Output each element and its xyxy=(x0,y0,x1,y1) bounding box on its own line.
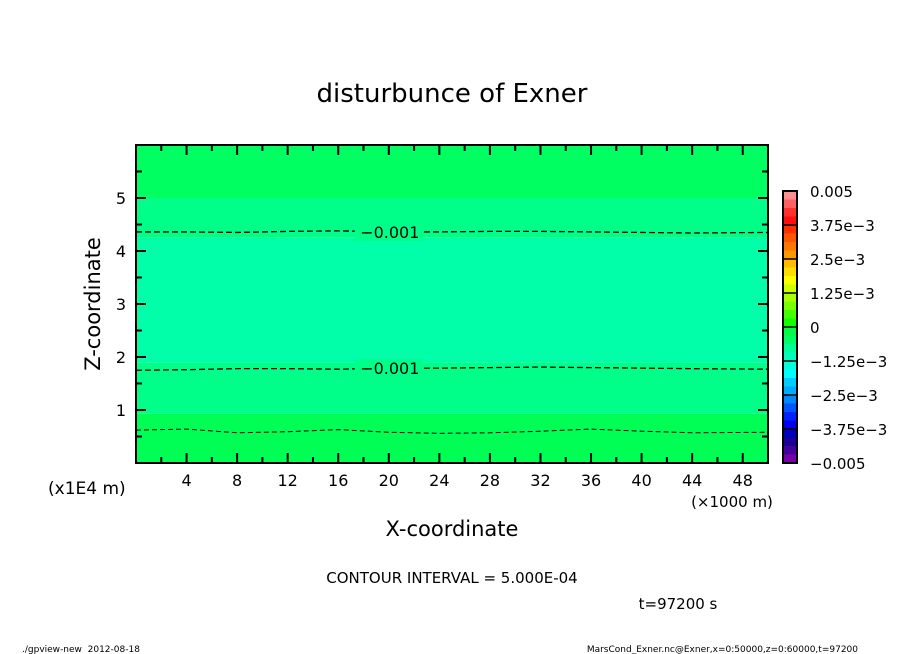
colorbar-swatch xyxy=(783,242,797,251)
colorbar-swatch xyxy=(783,403,797,413)
x-tick-label: 44 xyxy=(682,471,702,490)
contour-line xyxy=(135,428,769,434)
colorbar-label: 0.005 xyxy=(810,183,853,201)
colorbar-swatch xyxy=(783,310,797,319)
colorbar-swatch xyxy=(783,429,797,438)
colorbar-label: 2.5e−3 xyxy=(810,251,865,269)
color-band xyxy=(136,237,768,363)
colorbar-swatch xyxy=(783,293,797,302)
x-tick-label: 16 xyxy=(328,471,348,490)
colorbar-swatch xyxy=(783,335,797,345)
x-tick-label: 40 xyxy=(631,471,651,490)
colorbar-swatch xyxy=(783,378,797,387)
colorbar-swatch xyxy=(783,344,797,353)
colorbar-swatch xyxy=(783,284,797,294)
colorbar-swatch xyxy=(783,369,797,379)
colorbar-swatch xyxy=(783,250,797,260)
colorbar-swatch xyxy=(783,301,797,311)
colorbar-swatch xyxy=(783,318,797,328)
colorbar-swatch xyxy=(783,199,797,209)
colorbar-label: 1.25e−3 xyxy=(810,285,875,303)
x-tick-label: 32 xyxy=(530,471,550,490)
colorbar-swatch xyxy=(783,386,797,396)
colorbar-swatch xyxy=(783,327,797,336)
x-tick-label: 48 xyxy=(733,471,753,490)
color-band xyxy=(136,413,768,463)
colorbar-swatch xyxy=(783,208,797,217)
colorbar-label: −1.25e−3 xyxy=(810,353,887,371)
x-axis-label: X-coordinate xyxy=(386,517,519,541)
contour-label: −0.001 xyxy=(360,359,419,378)
colorbar-swatch xyxy=(783,437,797,447)
contour-interval-text: CONTOUR INTERVAL = 5.000E-04 xyxy=(326,569,577,587)
color-band xyxy=(136,198,768,238)
x-tick-label: 24 xyxy=(429,471,449,490)
chart-title: disturbunce of Exner xyxy=(317,79,588,109)
x-tick-label: 20 xyxy=(379,471,399,490)
colorbar-swatch xyxy=(783,259,797,268)
colorbar-swatch xyxy=(783,454,797,464)
colorbar-label: 0 xyxy=(810,319,820,337)
colorbar-swatch xyxy=(783,191,797,200)
x-tick-label: 12 xyxy=(278,471,298,490)
colorbar-label: 3.75e−3 xyxy=(810,217,875,235)
colorbar-swatch xyxy=(783,446,797,455)
colorbar-swatch xyxy=(783,352,797,362)
colorbar-swatch xyxy=(783,361,797,370)
y-unit-label: (x1E4 m) xyxy=(48,479,126,499)
colorbar-frame xyxy=(782,190,798,464)
color-band xyxy=(136,362,768,414)
contour-label-bg xyxy=(354,222,423,241)
colorbar-label: −3.75e−3 xyxy=(810,421,887,439)
y-axis-label: Z-coordinate xyxy=(81,237,105,371)
contour-label-bg xyxy=(354,359,423,378)
colorbar-swatch xyxy=(783,395,797,404)
x-tick-label: 36 xyxy=(581,471,601,490)
colorbar-label: −0.005 xyxy=(810,455,866,473)
x-tick-label: 8 xyxy=(232,471,242,490)
contour-line xyxy=(135,366,769,371)
colorbar-swatch xyxy=(783,216,797,226)
y-tick-label: 4 xyxy=(116,242,126,261)
x-unit-label: (×1000 m) xyxy=(691,493,773,511)
y-tick-label: 5 xyxy=(116,189,126,208)
colorbar-swatch xyxy=(783,412,797,421)
x-tick-label: 4 xyxy=(181,471,191,490)
colorbar-swatch xyxy=(783,276,797,285)
y-tick-label: 3 xyxy=(116,295,126,314)
colorbar-label: −2.5e−3 xyxy=(810,387,878,405)
colorbar-swatch xyxy=(783,233,797,243)
time-text: t=97200 s xyxy=(639,595,718,613)
color-band xyxy=(136,145,768,198)
contour-line xyxy=(136,230,769,234)
x-tick-label: 28 xyxy=(480,471,500,490)
colorbar-swatch xyxy=(783,420,797,430)
y-tick-label: 1 xyxy=(116,401,126,420)
footer-left: ./gpview-new 2012-08-18 xyxy=(22,645,140,654)
contour-label: −0.001 xyxy=(360,223,419,242)
footer-right: MarsCond_Exner.nc@Exner,x=0:50000,z=0:60… xyxy=(587,645,858,654)
y-tick-label: 2 xyxy=(116,348,126,367)
colorbar-swatch xyxy=(783,225,797,234)
colorbar-swatch xyxy=(783,267,797,277)
